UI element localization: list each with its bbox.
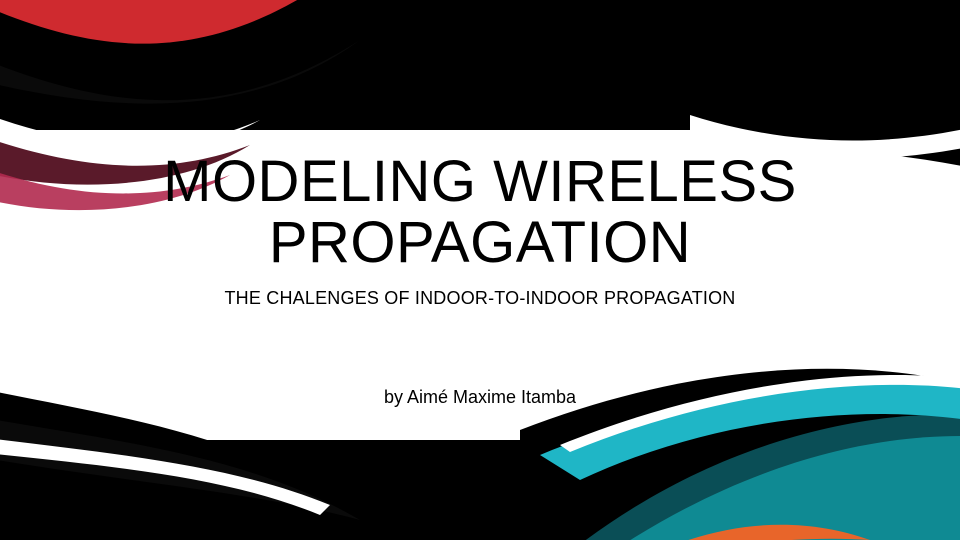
slide-content: MODELING WIRELESS PROPAGATION THE CHALEN… xyxy=(0,0,960,540)
slide-byline: by Aimé Maxime Itamba xyxy=(384,387,576,408)
slide-title: MODELING WIRELESS PROPAGATION xyxy=(163,152,797,274)
slide-subtitle: THE CHALENGES OF INDOOR-TO-INDOOR PROPAG… xyxy=(224,288,735,309)
